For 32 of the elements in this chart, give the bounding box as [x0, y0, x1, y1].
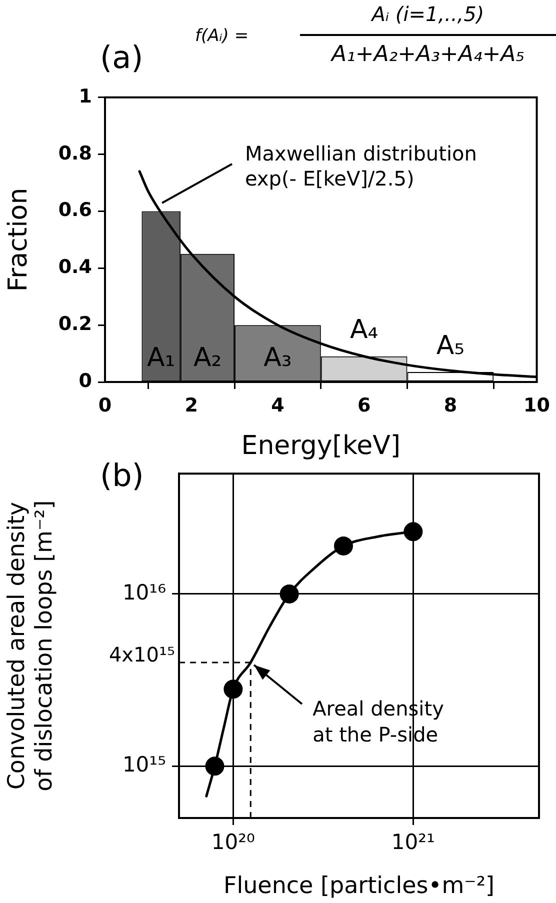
x-tick-label: 10²⁰ [211, 830, 255, 854]
x-tick-label: 10 [524, 394, 550, 416]
chart-title: (a) [100, 40, 144, 76]
y-tick-label: 0.8 [58, 142, 92, 164]
x-axis-title: Fluence [particles•m⁻²] [223, 873, 495, 900]
annotation: A₃ [264, 342, 292, 373]
chart-title: (b) [100, 458, 144, 494]
y-axis-title: Fraction [3, 188, 34, 292]
y-tick-label: 1 [78, 85, 92, 108]
y-axis-title: Convoluted areal density of dislocation loops [m⁻²] [4, 500, 58, 792]
text: A₁+A₂+A₃+A₄+A₅ [330, 42, 526, 67]
ref-line-label: 4x10¹⁵ [108, 642, 175, 667]
annotation: A₄ [350, 315, 378, 346]
annotation: A₁ [147, 342, 176, 373]
annotation: A₂ [193, 342, 222, 373]
y-tick-label: 10¹⁶ [122, 580, 166, 604]
x-tick-label: 2 [184, 394, 198, 416]
x-tick-label: 4 [271, 394, 284, 416]
y-tick-label: 0.2 [58, 313, 92, 336]
y-tick-label: 10¹⁵ [122, 752, 166, 777]
y-tick-label: 0.6 [58, 199, 92, 222]
text: Aᵢ (i=1,..,5) [370, 2, 486, 26]
x-tick-label: 8 [444, 394, 458, 416]
y-tick-label: 0.4 [58, 256, 92, 278]
x-tick-label: 10²¹ [391, 830, 435, 854]
x-tick-label: 6 [357, 394, 371, 416]
x-tick-label: 0 [98, 394, 112, 416]
y-tick-label: 0 [78, 370, 92, 392]
x-axis-title: Energy[keV] [241, 431, 401, 462]
annotation: Maxwellian distribution exp(- E[keV]/2.5) [244, 142, 477, 191]
text: f(Aᵢ) = [195, 26, 249, 46]
annotation: A₅ [436, 330, 465, 361]
